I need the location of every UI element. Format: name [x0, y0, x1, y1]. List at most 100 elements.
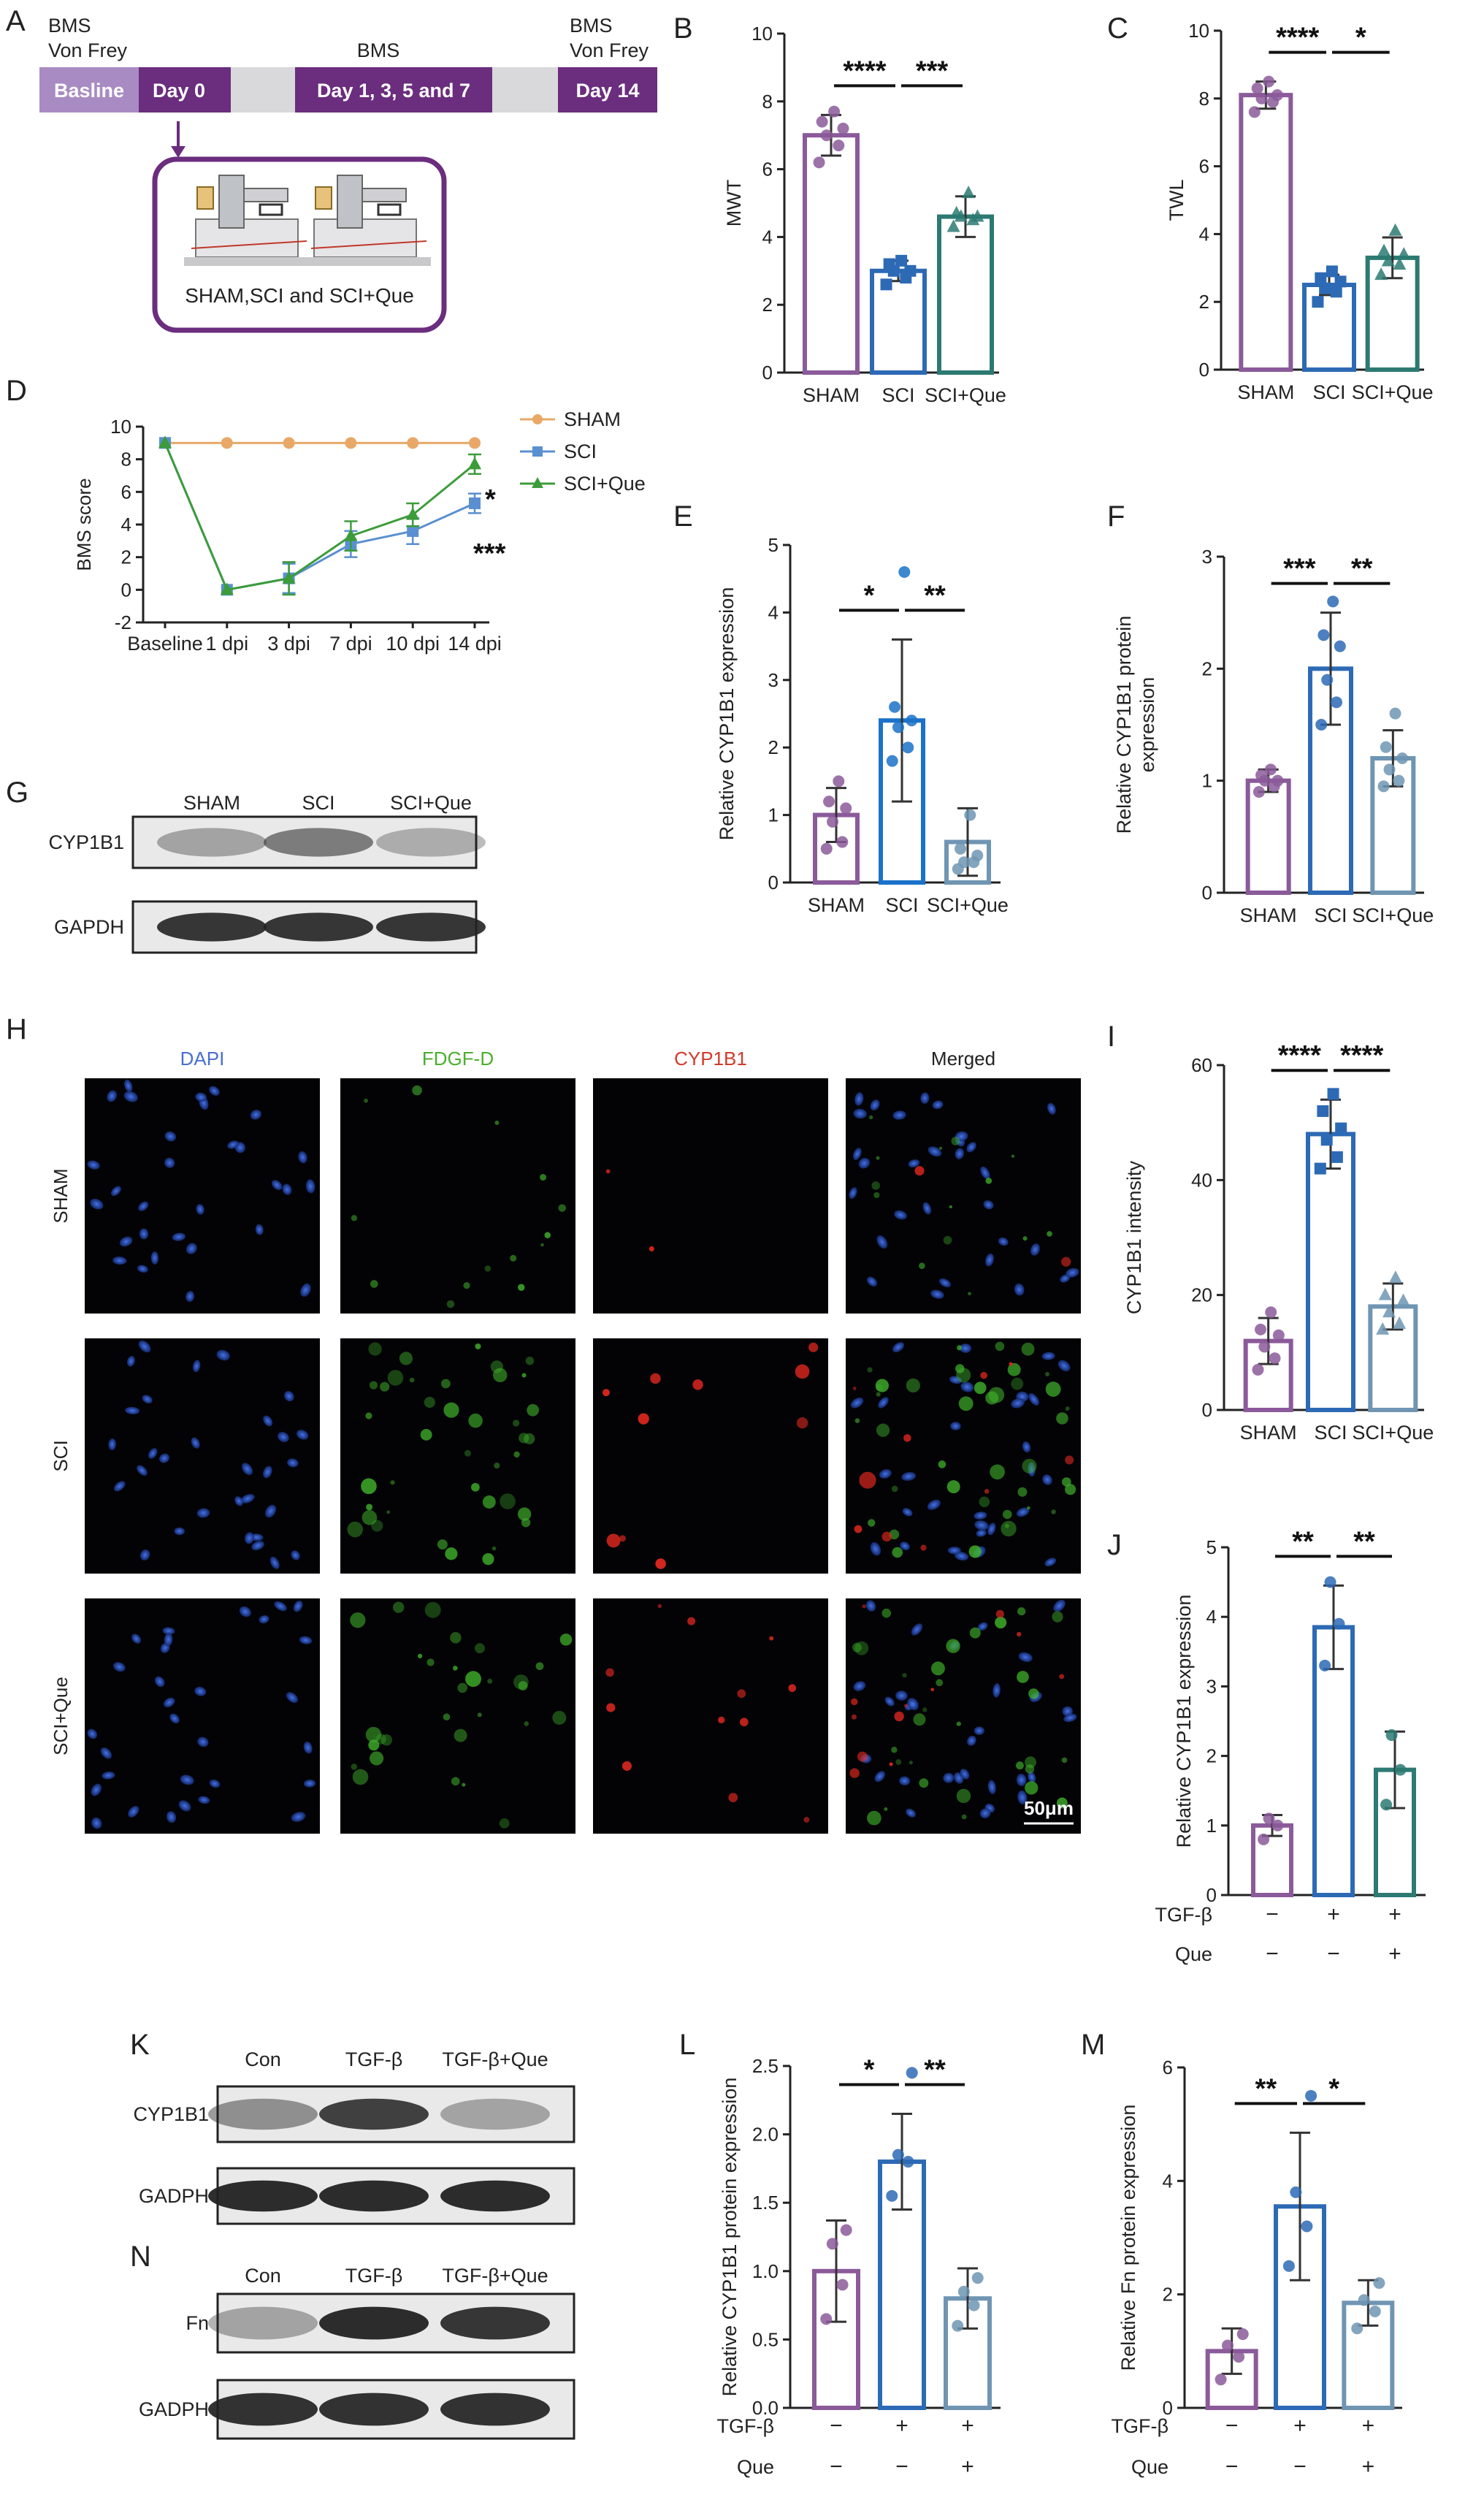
nucleus-spot: [111, 1186, 121, 1197]
nucleus-spot: [216, 1349, 230, 1361]
data-point: [1258, 1341, 1271, 1353]
nucleus-spot: [892, 1342, 905, 1353]
green-signal: [988, 1387, 1005, 1403]
timeline-segment-baseline: [39, 67, 139, 113]
nucleus-spot: [1018, 1652, 1033, 1662]
nucleus-spot: [196, 1508, 210, 1518]
treatment-sign: +: [895, 2414, 909, 2438]
green-signal: [873, 1192, 880, 1199]
bar: [870, 268, 927, 375]
green-signal: [969, 1627, 981, 1639]
nucleus-spot: [1047, 1102, 1056, 1115]
nucleus-spot: [852, 1148, 862, 1160]
nucleus-spot: [250, 1110, 261, 1120]
blot-column-label: SCI+Que: [390, 792, 472, 814]
nucleus-spot: [154, 1676, 165, 1688]
green-signal: [365, 1726, 382, 1743]
panel-letter-e: E: [673, 500, 693, 533]
significance-label: *: [485, 484, 496, 515]
green-signal: [552, 1710, 567, 1725]
nucleus-spot: [1063, 1713, 1077, 1723]
nucleus-spot: [137, 1465, 148, 1476]
nucleus-spot: [998, 1237, 1009, 1246]
nucleus-spot: [895, 1690, 908, 1701]
green-signal: [380, 1734, 393, 1746]
y-tick-label: 6: [1199, 156, 1209, 178]
green-signal: [951, 1136, 960, 1145]
green-signal: [871, 1181, 880, 1190]
timeline-panel: BMS Von Frey BMS BMS Von Frey Basline Da…: [39, 15, 657, 333]
timeline-segment-day14: [558, 67, 657, 113]
green-signal: [1056, 1797, 1068, 1809]
data-point: [1327, 595, 1339, 608]
green-signal: [427, 1658, 435, 1666]
y-tick-label: 0.0: [752, 2397, 779, 2419]
bar: [1342, 2300, 1395, 2410]
data-point: [962, 186, 976, 199]
blot-column-label: SCI: [302, 792, 334, 814]
green-signal: [868, 1115, 873, 1120]
nucleus-spot: [178, 1800, 191, 1812]
green-signal: [368, 1739, 380, 1751]
red-signal: [894, 1711, 904, 1722]
green-signal: [955, 1364, 965, 1373]
timeline-segment-label-day1-7: Day 1, 3, 5 and 7: [317, 80, 470, 102]
data-point: [1248, 106, 1261, 118]
nucleus-spot: [1022, 1441, 1031, 1453]
treatment-sign: −: [1225, 2455, 1239, 2479]
data-point: [840, 2224, 852, 2236]
nucleus-spot: [192, 1360, 201, 1373]
green-signal: [525, 1356, 535, 1365]
green-signal: [956, 1721, 961, 1726]
green-signal: [366, 1503, 373, 1511]
green-signal: [902, 1673, 907, 1678]
micrograph-background: [85, 1598, 320, 1834]
micrograph-background: [85, 1078, 320, 1314]
data-point: [1382, 1305, 1396, 1318]
data-point: [1305, 2089, 1317, 2102]
significance-label: *: [1328, 2073, 1339, 2104]
data-point: [1263, 75, 1275, 88]
western-blots-layer: SHAM SCI SCI+Que CYP1B1 GAPDH Con TGF-β TGF-β+Q…: [48, 792, 575, 2440]
nucleus-spot: [1066, 1267, 1079, 1278]
panel-letter-g: G: [6, 777, 28, 809]
y-tick-label: 2.5: [752, 2055, 779, 2077]
data-point: [407, 525, 419, 537]
timeline-segment-label-day14: Day 14: [575, 80, 639, 102]
data-point: [957, 2285, 970, 2298]
treatment-sign: +: [1362, 2455, 1375, 2479]
y-tick-label: 2: [1163, 2284, 1173, 2306]
treatment-label: Que: [737, 2456, 774, 2478]
significance-label: *: [864, 2055, 875, 2086]
nucleus-spot: [1030, 1243, 1040, 1256]
bar: [1370, 756, 1416, 895]
y-tick-label: 6: [762, 159, 773, 180]
green-signal: [943, 1235, 952, 1245]
nucleus-spot: [1016, 1773, 1027, 1786]
nucleus-spot: [950, 1422, 961, 1430]
green-signal: [938, 1460, 946, 1468]
blot-row-label: GAPDH: [54, 916, 124, 938]
data-point: [1265, 1306, 1277, 1319]
data-point: [344, 528, 358, 541]
micrograph-background: [85, 1338, 320, 1574]
scale-bar-label: 50μm: [1024, 1797, 1074, 1819]
red-signal: [903, 1704, 908, 1708]
nucleus-spot: [1041, 1352, 1055, 1360]
data-point: [836, 836, 849, 848]
red-signal: [889, 1762, 893, 1766]
nucleus-spot: [922, 1202, 932, 1215]
y-tick-label: 20: [1191, 1284, 1212, 1306]
nucleus-spot: [197, 1737, 209, 1747]
data-point: [1393, 774, 1405, 787]
data-point: [282, 571, 296, 584]
blot-band: [319, 2098, 429, 2130]
green-signal: [457, 1682, 467, 1693]
nucleus-spot: [240, 1494, 255, 1503]
data-point: [1252, 1363, 1264, 1376]
y-tick-label: 4: [1163, 2170, 1173, 2192]
data-point: [952, 2319, 964, 2332]
micrograph-tile: [85, 1598, 320, 1834]
panel-letter-c: C: [1107, 12, 1128, 45]
red-signal: [619, 1535, 627, 1542]
